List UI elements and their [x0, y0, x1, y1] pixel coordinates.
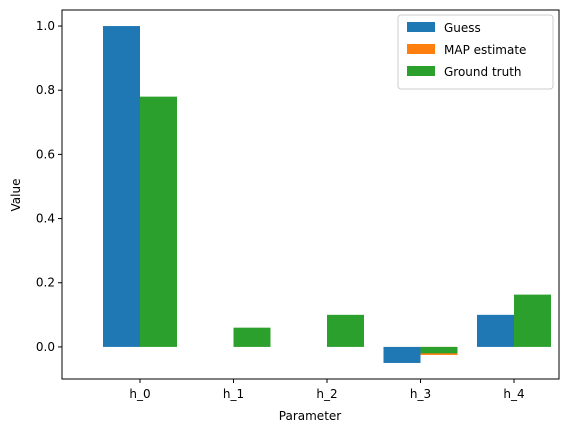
y-tick-label: 0.2 [36, 276, 55, 290]
bar-ground-truth-h-4 [514, 294, 551, 347]
legend-label-ground-truth: Ground truth [444, 65, 522, 79]
bar-guess-h-0 [103, 26, 140, 347]
y-tick-label: 0.8 [36, 83, 55, 97]
x-axis-label: Parameter [279, 409, 341, 423]
bar-guess-h-3 [383, 346, 421, 363]
y-axis-ticks: 0.0 0.2 0.4 0.6 0.8 1.0 [36, 19, 62, 354]
legend-label-map-estimate: MAP estimate [444, 43, 526, 57]
x-axis-ticks: h_0 h_1 h_2 h_3 h_4 [129, 379, 525, 401]
bar-guess-h-4 [477, 314, 514, 347]
y-tick-label: 0.6 [36, 147, 55, 161]
y-axis-label: Value [9, 179, 23, 212]
y-tick-label: 0.0 [36, 340, 55, 354]
bar-ground-truth-h-3 [420, 346, 458, 354]
x-tick-label: h_2 [316, 387, 337, 401]
plot-frame [61, 9, 560, 380]
legend-frame [397, 14, 554, 90]
y-tick-label: 1.0 [36, 19, 55, 33]
bar-ground-truth-h-0 [140, 96, 177, 347]
y-tick-label: 0.4 [36, 212, 55, 226]
x-tick-label: h_3 [410, 387, 431, 401]
bar-ground-truth-h-2 [327, 314, 364, 347]
legend: Guess MAP estimate Ground truth [397, 14, 554, 90]
bars-group [103, 26, 551, 363]
legend-label-guess: Guess [444, 21, 481, 35]
legend-swatch-guess [407, 22, 435, 32]
x-tick-label: h_0 [129, 387, 150, 401]
legend-swatch-map-estimate [407, 44, 435, 54]
x-tick-label: h_1 [223, 387, 244, 401]
x-tick-label: h_4 [503, 387, 524, 401]
legend-swatch-ground-truth [407, 66, 435, 76]
bar-ground-truth-h-1 [233, 327, 271, 347]
